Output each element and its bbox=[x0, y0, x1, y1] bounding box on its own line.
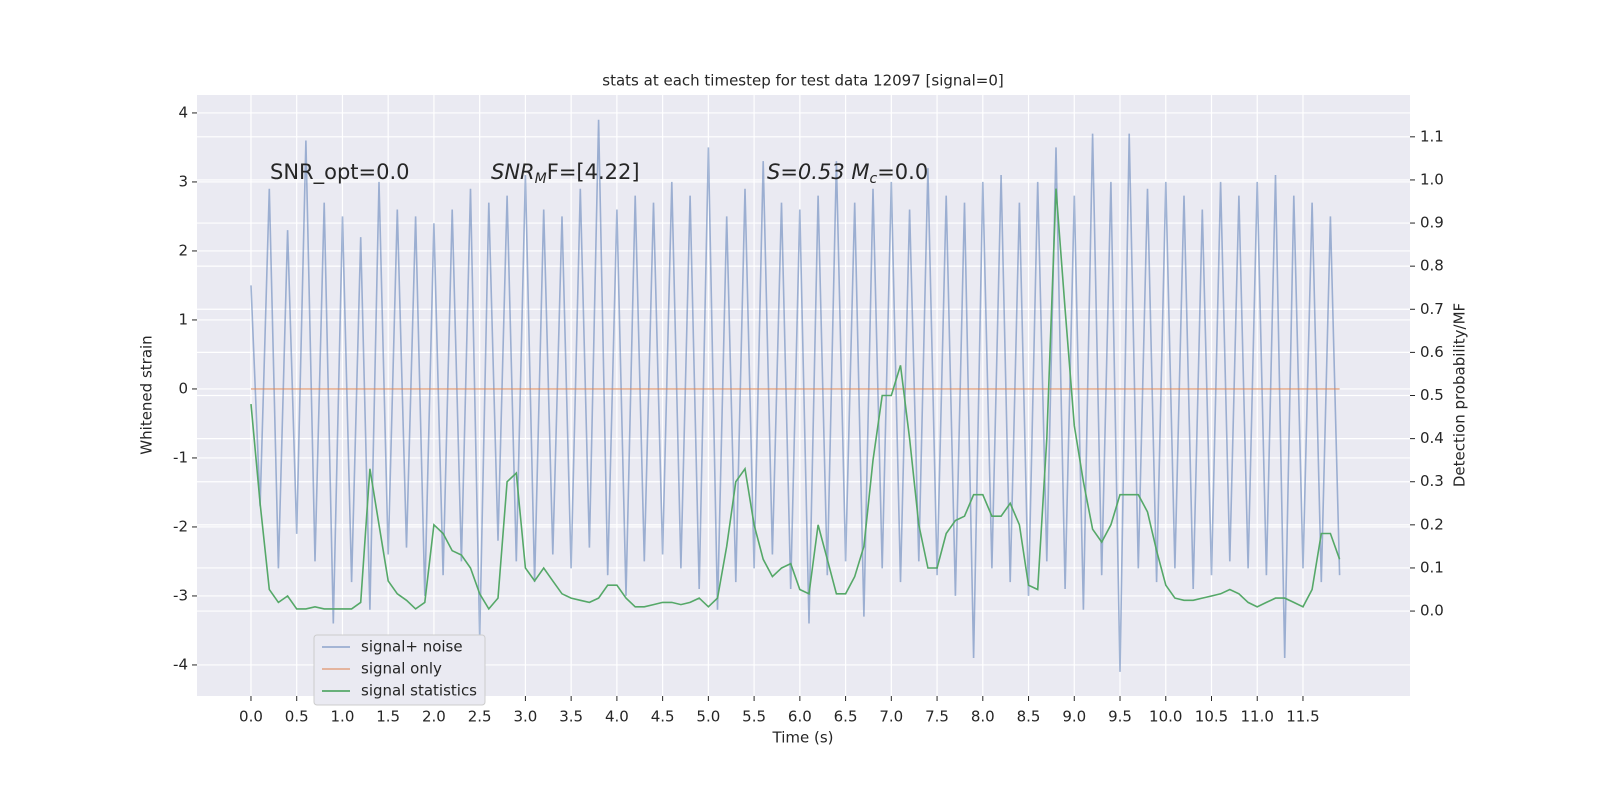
y2-tick-label: 0.7 bbox=[1420, 300, 1444, 318]
legend-label: signal+ noise bbox=[361, 638, 463, 656]
annotation-after: F=[4.22] bbox=[547, 160, 640, 184]
x-tick-label: 10.5 bbox=[1195, 708, 1228, 726]
y2-tick-label: 1.1 bbox=[1420, 127, 1444, 145]
y2-tick-label: 0.1 bbox=[1420, 558, 1444, 576]
annotation-sub: M bbox=[535, 171, 547, 187]
series-line bbox=[250, 119, 1341, 672]
y-tick-label: -3 bbox=[173, 586, 188, 604]
y-tick-label: 2 bbox=[178, 241, 188, 259]
series-line bbox=[250, 188, 1341, 611]
y-tick-label: -4 bbox=[173, 655, 188, 673]
annotation-text: S=0.53 M bbox=[767, 160, 869, 184]
x-tick-label: 0.5 bbox=[285, 708, 309, 726]
x-tick-label: 3.0 bbox=[513, 708, 537, 726]
x-tick-label: 2.0 bbox=[422, 708, 446, 726]
annotation: S=0.53 Mc=0.0 bbox=[767, 160, 928, 187]
annotation-after: =0.0 bbox=[877, 160, 928, 184]
x-tick-label: 4.0 bbox=[605, 708, 629, 726]
x-tick-label: 4.5 bbox=[651, 708, 675, 726]
x-tick-label: 8.0 bbox=[971, 708, 995, 726]
y2-tick-label: 0.2 bbox=[1420, 515, 1444, 533]
y-tick-label: -1 bbox=[173, 448, 188, 466]
y-tick-label: 4 bbox=[178, 103, 188, 121]
x-tick-label: 5.5 bbox=[742, 708, 766, 726]
y-tick-label: 3 bbox=[178, 172, 188, 190]
legend-box bbox=[313, 634, 486, 706]
x-tick-label: 6.5 bbox=[834, 708, 858, 726]
x-tick-label: 6.0 bbox=[788, 708, 812, 726]
x-tick-label: 5.0 bbox=[696, 708, 720, 726]
annotation-sub: c bbox=[869, 171, 877, 187]
x-tick-label: 2.5 bbox=[468, 708, 492, 726]
y2-tick-label: 0.6 bbox=[1420, 343, 1444, 361]
x-axis-label: Time (s) bbox=[772, 729, 834, 747]
y-axis-label: Whitened strain bbox=[138, 335, 156, 454]
x-tick-label: 3.5 bbox=[559, 708, 583, 726]
y2-tick-label: 0.8 bbox=[1420, 257, 1444, 275]
x-tick-label: 9.0 bbox=[1062, 708, 1086, 726]
legend: signal+ noise signal only signal statistic… bbox=[313, 634, 486, 706]
chart-title: stats at each timestep for test data 120… bbox=[602, 72, 1003, 90]
legend-label: signal only bbox=[361, 660, 442, 678]
x-tick-label: 8.5 bbox=[1017, 708, 1041, 726]
x-tick-label: 1.0 bbox=[331, 708, 355, 726]
x-tick-label: 11.5 bbox=[1286, 708, 1319, 726]
y2-tick-label: 0.5 bbox=[1420, 386, 1444, 404]
y2-tick-label: 0.3 bbox=[1420, 472, 1444, 490]
y2-tick-label: 0.9 bbox=[1420, 214, 1444, 232]
y-tick-label: 1 bbox=[178, 310, 188, 328]
legend-label: signal statistics bbox=[361, 682, 477, 700]
y2-tick-label: 0.4 bbox=[1420, 429, 1444, 447]
x-tick-label: 1.5 bbox=[376, 708, 400, 726]
y-tick-label: 0 bbox=[178, 379, 188, 397]
x-tick-label: 9.5 bbox=[1108, 708, 1132, 726]
x-tick-label: 7.5 bbox=[925, 708, 949, 726]
x-tick-label: 7.0 bbox=[879, 708, 903, 726]
y2-tick-label: 0.0 bbox=[1420, 602, 1444, 620]
y2-tick-label: 1.0 bbox=[1420, 170, 1444, 188]
x-tick-label: 10.0 bbox=[1149, 708, 1182, 726]
y-tick-label: -2 bbox=[173, 517, 188, 535]
x-tick-label: 11.0 bbox=[1241, 708, 1274, 726]
annotation: SNRMF=[4.22] bbox=[491, 160, 640, 187]
annotation-text: SNR bbox=[491, 160, 535, 184]
annotation: SNR_opt=0.0 bbox=[270, 160, 410, 185]
annotation-text: SNR_opt=0.0 bbox=[270, 160, 410, 185]
y2-axis-label: Detection probability/MF bbox=[1451, 303, 1469, 487]
x-tick-label: 0.0 bbox=[239, 708, 263, 726]
